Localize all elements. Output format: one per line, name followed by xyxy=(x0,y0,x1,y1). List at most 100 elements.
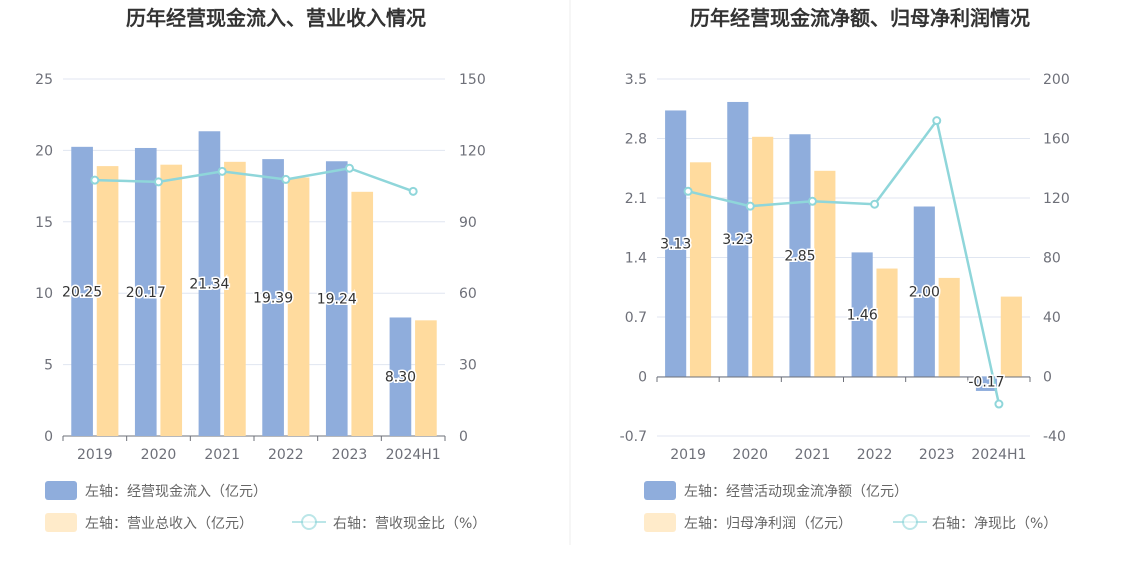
line-point[interactable] xyxy=(994,399,1004,409)
bar-mark[interactable] xyxy=(789,134,811,377)
legend-swatch-blue xyxy=(644,481,676,500)
bar-data-label: 20.25 xyxy=(62,284,102,300)
bar-data-label: 3.23 xyxy=(722,232,753,248)
legend-item-net-cash-flow[interactable]: 左轴：经营活动现金流净额（亿元） xyxy=(644,481,908,500)
x-axis-tick-label: 2024H1 xyxy=(386,447,441,463)
legend-item-revenue[interactable]: 左轴：营业总收入（亿元） xyxy=(45,513,253,532)
bar-mark[interactable] xyxy=(389,317,412,436)
right-axis-tick-label: 0 xyxy=(459,429,468,445)
legend-swatch-blue xyxy=(45,481,77,500)
left-axis-tick-label: 0 xyxy=(44,429,53,445)
line-point[interactable] xyxy=(217,166,227,176)
bar-mark[interactable] xyxy=(160,164,183,436)
legend-item-net-cash-ratio[interactable]: 右轴：净现比（%） xyxy=(893,514,1057,532)
x-axis-tick-label: 2021 xyxy=(795,447,831,463)
legend-marker-icon xyxy=(902,514,918,530)
bar-mark[interactable] xyxy=(351,191,374,436)
bar-data-label: 20.17 xyxy=(126,285,166,301)
bar-mark[interactable] xyxy=(876,268,898,377)
bar-mark[interactable] xyxy=(975,376,998,391)
bar-data-label: 19.24 xyxy=(317,292,357,308)
legend-label: 左轴：归母净利润（亿元） xyxy=(684,515,852,532)
x-axis-tick-label: 2019 xyxy=(670,447,706,463)
line-point[interactable] xyxy=(408,186,418,196)
legend-label: 左轴：经营活动现金流净额（亿元） xyxy=(684,484,908,500)
line-series xyxy=(94,166,414,193)
line-point[interactable] xyxy=(90,175,100,185)
bar-mark[interactable] xyxy=(851,252,873,377)
line-series xyxy=(687,117,1001,405)
x-axis-tick-label: 2019 xyxy=(77,447,113,463)
left-axis-tick-label: 2.1 xyxy=(625,191,647,207)
left-axis-tick-label: 0 xyxy=(638,370,647,386)
line-point[interactable] xyxy=(870,199,880,209)
line-point[interactable] xyxy=(281,174,291,184)
chart-2-plot: -0.7 0 0.7 1.4 2.1 2.8 3.5 -40 0 40 80 120 160 200 201… xyxy=(620,72,1070,463)
right-axis-tick-label: 90 xyxy=(459,215,477,231)
legend-item-cash-inflow[interactable]: 左轴：经营现金流入（亿元） xyxy=(45,481,267,500)
right-axis-tick-label: -40 xyxy=(1043,429,1066,445)
left-axis-tick-label: -0.7 xyxy=(620,429,647,445)
chart-2-legend: 左轴：经营活动现金流净额（亿元） 左轴：归母净利润（亿元） 右轴：净现比（%） xyxy=(644,481,1057,532)
x-axis-tick-label: 2022 xyxy=(857,447,893,463)
right-axis-tick-label: 40 xyxy=(1043,310,1061,326)
right-axis-tick-label: 200 xyxy=(1043,72,1070,88)
left-axis-tick-label: 10 xyxy=(35,286,53,302)
x-axis-tick-label: 2021 xyxy=(204,447,240,463)
bar-mark[interactable] xyxy=(1000,296,1022,377)
left-axis-tick-label: 5 xyxy=(44,358,53,374)
x-axis-tick-label: 2023 xyxy=(919,447,955,463)
chart-1-title: 历年经营现金流入、营业收入情况 xyxy=(126,6,426,30)
line-point[interactable] xyxy=(932,116,942,126)
bar-mark[interactable] xyxy=(727,101,749,377)
right-axis-tick-label: 60 xyxy=(459,286,477,302)
left-axis-tick-label: 25 xyxy=(35,72,53,88)
left-axis-tick-label: 20 xyxy=(35,143,53,159)
bar-mark[interactable] xyxy=(96,166,119,436)
right-axis-tick-label: 30 xyxy=(459,358,477,374)
right-axis-tick-label: 150 xyxy=(459,72,486,88)
bar-mark[interactable] xyxy=(752,136,774,377)
legend-label: 右轴：营收现金比（%） xyxy=(333,516,486,532)
bar-data-label: 21.34 xyxy=(189,277,229,293)
line-point[interactable] xyxy=(154,177,163,187)
chart-1-legend: 左轴：经营现金流入（亿元） 左轴：营业总收入（亿元） 右轴：营收现金比（%） xyxy=(45,481,486,532)
bar-data-label: -0.17 xyxy=(968,375,1004,391)
legend-swatch-orange xyxy=(45,513,77,532)
bar-mark[interactable] xyxy=(287,177,310,437)
bar-data-label: 3.13 xyxy=(660,236,691,252)
left-axis-tick-label: 3.5 xyxy=(625,72,647,88)
right-axis-tick-label: 120 xyxy=(459,143,486,159)
legend-label: 右轴：净现比（%） xyxy=(932,516,1057,532)
right-axis-tick-label: 120 xyxy=(1043,191,1070,207)
bar-mark[interactable] xyxy=(224,161,246,436)
bar-data-label: 8.30 xyxy=(385,370,416,386)
line-point[interactable] xyxy=(345,163,354,173)
left-axis-tick-label: 2.8 xyxy=(625,132,647,148)
line-point[interactable] xyxy=(807,196,817,206)
bar-mark[interactable] xyxy=(814,170,836,377)
bar-mark[interactable] xyxy=(415,320,437,436)
bar-mark[interactable] xyxy=(913,206,935,377)
legend-label: 左轴：营业总收入（亿元） xyxy=(85,516,253,532)
x-axis-tick-label: 2024H1 xyxy=(971,447,1026,463)
bar-mark[interactable] xyxy=(71,146,93,436)
bar-mark[interactable] xyxy=(665,110,687,377)
legend-item-net-profit[interactable]: 左轴：归母净利润（亿元） xyxy=(644,513,852,532)
line-point[interactable] xyxy=(745,201,755,211)
bar-mark[interactable] xyxy=(262,159,284,437)
right-axis-tick-label: 80 xyxy=(1043,251,1061,267)
x-axis-tick-label: 2020 xyxy=(732,447,768,463)
legend-item-ratio[interactable]: 右轴：营收现金比（%） xyxy=(292,514,486,532)
line-point[interactable] xyxy=(683,186,693,196)
bar-mark[interactable] xyxy=(938,277,960,377)
bar-mark[interactable] xyxy=(198,131,221,436)
bar-mark[interactable] xyxy=(325,161,348,436)
x-axis-tick-label: 2023 xyxy=(332,447,368,463)
bar-mark[interactable] xyxy=(689,162,712,377)
bar-data-label: 1.46 xyxy=(847,307,878,323)
right-axis-tick-label: 160 xyxy=(1043,132,1070,148)
bar-mark[interactable] xyxy=(134,147,157,436)
legend-marker-icon xyxy=(301,514,317,530)
